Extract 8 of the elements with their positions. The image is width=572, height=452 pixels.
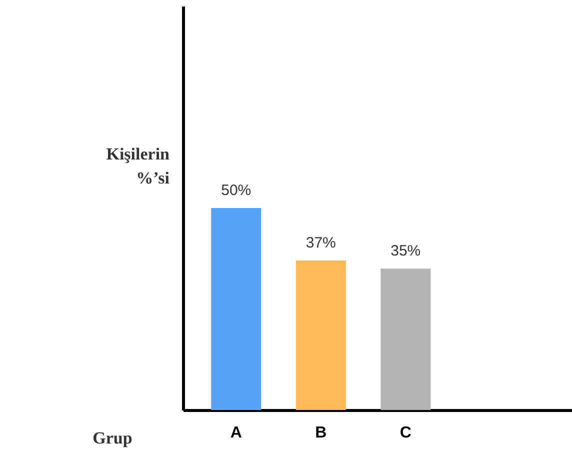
x-tick-label: A	[230, 424, 242, 442]
y-axis-title: Kişilerin %’si	[106, 144, 170, 188]
data-label: 50%	[221, 182, 252, 199]
data-label: 37%	[306, 234, 336, 252]
x-tick-label: C	[400, 424, 412, 442]
data-label: 35%	[390, 242, 421, 260]
x-tick-label: B	[315, 424, 327, 442]
x-axis-title: Grup	[92, 428, 132, 448]
